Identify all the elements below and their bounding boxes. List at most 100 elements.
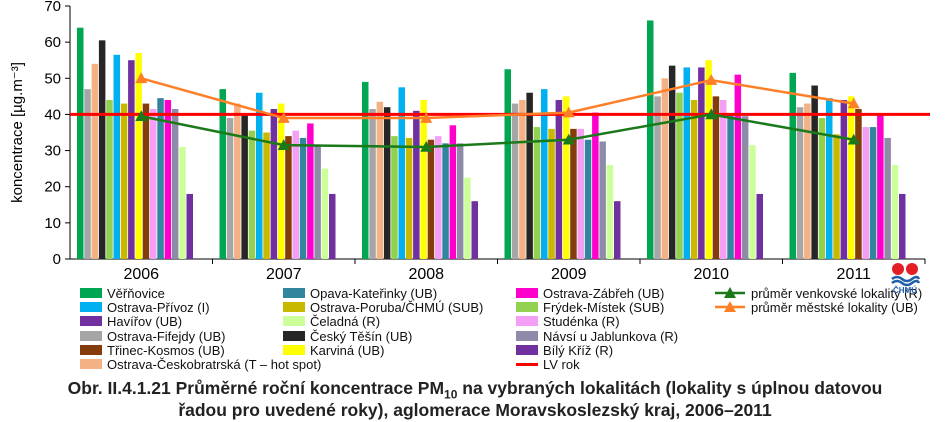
average-marker bbox=[847, 133, 860, 145]
chmu-logo-icon: ČHMÚ bbox=[891, 263, 921, 295]
chmu-logo-text: ČHMÚ bbox=[893, 286, 917, 294]
bar bbox=[734, 74, 742, 260]
bar bbox=[362, 81, 369, 260]
bar bbox=[541, 89, 548, 259]
y-tick-label: 30 bbox=[44, 143, 61, 160]
legend-label: Čeladná (R) bbox=[310, 314, 381, 330]
bar bbox=[555, 99, 563, 259]
bar bbox=[526, 92, 533, 259]
average-marker bbox=[420, 112, 433, 123]
legend-label: Opava-Kateřinky (UB) bbox=[310, 286, 438, 301]
bar bbox=[683, 67, 690, 259]
legend-label: Frýdek-Místek (SUB) bbox=[543, 300, 665, 316]
bar bbox=[150, 109, 157, 259]
bar bbox=[413, 110, 420, 259]
bar bbox=[270, 109, 278, 259]
bar bbox=[833, 134, 840, 259]
bar bbox=[179, 146, 186, 259]
bar bbox=[442, 143, 449, 259]
bar bbox=[661, 78, 669, 260]
bar bbox=[84, 89, 91, 259]
average-marker bbox=[277, 112, 290, 123]
average-line bbox=[141, 113, 854, 149]
bar bbox=[98, 40, 106, 260]
caption-subscript: 10 bbox=[444, 387, 458, 402]
bar bbox=[756, 193, 763, 259]
bar bbox=[818, 118, 826, 260]
y-tick-label: 0 bbox=[53, 251, 61, 268]
bar bbox=[676, 92, 683, 259]
bar bbox=[234, 103, 241, 259]
legend-label: Ostrava-Zábřeh (UB) bbox=[543, 286, 665, 301]
bar bbox=[248, 130, 256, 259]
legend-label: průměr venkovské lokality (R) bbox=[751, 286, 923, 301]
x-tick-label: 2007 bbox=[266, 266, 302, 283]
bar bbox=[219, 89, 226, 259]
bar bbox=[741, 116, 749, 259]
bar bbox=[427, 139, 435, 259]
average-marker bbox=[562, 106, 575, 118]
average-marker bbox=[420, 140, 433, 152]
bar bbox=[307, 123, 314, 259]
bar bbox=[891, 165, 899, 259]
legend-swatch bbox=[715, 301, 745, 313]
bar bbox=[171, 109, 179, 259]
bar bbox=[157, 98, 164, 260]
caption-suffix: na vybraných lokalitách (lokality s úpln… bbox=[457, 378, 883, 398]
bar bbox=[435, 136, 442, 259]
bar bbox=[690, 99, 698, 259]
bar bbox=[847, 96, 855, 259]
legend-label: Ostrava-Přívoz (I) bbox=[107, 300, 210, 316]
legend-label: Třinec-Kosmos (UB) bbox=[107, 342, 225, 358]
legend-label: Karviná (UB) bbox=[310, 342, 385, 358]
bar bbox=[504, 69, 511, 259]
y-tick-label: 40 bbox=[44, 106, 61, 123]
caption-line-2: řadou pro uvedené roky), aglomerace Mora… bbox=[178, 400, 772, 420]
legend-swatch bbox=[516, 302, 538, 313]
bar bbox=[899, 193, 906, 259]
bar bbox=[398, 87, 405, 259]
legend-label: Ostrava-Českobratrská (T – hot spot) bbox=[107, 357, 322, 372]
y-tick-label: 10 bbox=[44, 215, 61, 232]
legend-swatch bbox=[283, 302, 305, 313]
x-tick-label: 2009 bbox=[551, 266, 587, 283]
bar bbox=[420, 99, 427, 259]
bar bbox=[456, 143, 464, 259]
x-tick-label: 2006 bbox=[123, 266, 159, 283]
bar bbox=[862, 127, 869, 259]
bar bbox=[241, 114, 248, 259]
bar bbox=[285, 136, 292, 259]
bar bbox=[577, 128, 584, 259]
bar bbox=[277, 103, 285, 259]
legend-label: Ostrava-Fifejdy (UB) bbox=[107, 328, 226, 344]
y-tick-label: 50 bbox=[44, 70, 61, 87]
x-tick-label: 2010 bbox=[693, 266, 729, 283]
bar bbox=[668, 65, 676, 259]
bar bbox=[584, 139, 592, 259]
bar bbox=[256, 92, 263, 259]
legend-label: Studénka (R) bbox=[543, 314, 620, 330]
x-tick-label: 2008 bbox=[408, 266, 444, 283]
bar bbox=[796, 107, 804, 259]
bar bbox=[226, 118, 234, 260]
bar bbox=[727, 114, 734, 259]
chmu-logo: ČHMÚ bbox=[888, 262, 922, 295]
bar bbox=[749, 145, 756, 259]
legend-swatch bbox=[80, 288, 102, 298]
bar bbox=[606, 165, 614, 259]
bar bbox=[511, 103, 519, 259]
bar bbox=[533, 127, 541, 259]
bar bbox=[519, 99, 526, 259]
average-marker bbox=[705, 74, 718, 85]
legend-label: průměr městské lokality (UB) bbox=[751, 300, 918, 316]
x-tick-label: 2011 bbox=[837, 266, 872, 283]
legend-label: Havířov (UB) bbox=[107, 314, 183, 330]
bar bbox=[77, 27, 84, 259]
caption-line-1: Obr. II.4.1.21 Průměrné roční koncentrac… bbox=[0, 377, 950, 406]
bar bbox=[562, 96, 570, 259]
average-marker bbox=[705, 108, 718, 120]
legend-label: Bílý Kříž (R) bbox=[543, 342, 614, 358]
bar bbox=[292, 130, 299, 259]
bar bbox=[391, 136, 398, 259]
